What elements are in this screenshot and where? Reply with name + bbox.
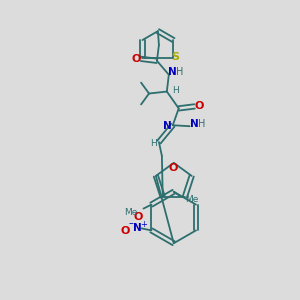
Text: Me: Me [124, 208, 137, 217]
Text: Me: Me [186, 195, 199, 204]
Text: S: S [171, 52, 179, 62]
Text: +: + [140, 220, 147, 229]
Text: O: O [168, 163, 178, 173]
Text: N: N [133, 224, 142, 233]
Text: H: H [176, 67, 183, 77]
Text: O: O [134, 212, 143, 223]
Text: H: H [151, 139, 157, 148]
Text: O: O [131, 54, 141, 64]
Text: N: N [164, 121, 172, 131]
Text: O: O [195, 101, 204, 111]
Text: –: – [128, 218, 133, 228]
Text: N: N [168, 67, 177, 77]
Text: H: H [172, 86, 179, 95]
Text: H: H [198, 119, 205, 129]
Text: O: O [121, 226, 130, 236]
Text: N: N [190, 119, 199, 129]
